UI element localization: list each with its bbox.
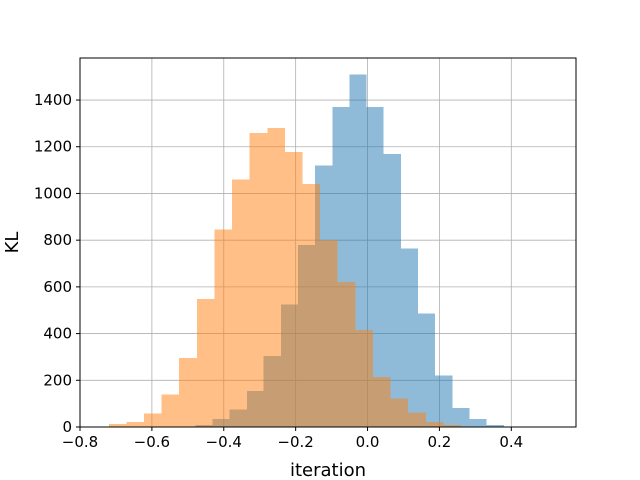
histogram-bar-series-2 — [372, 376, 391, 427]
histogram-bar-series-2 — [179, 358, 197, 427]
histogram-bar-series-2 — [249, 133, 268, 427]
histogram-bar-series-2 — [267, 128, 285, 427]
y-tick-label: 0 — [62, 418, 72, 436]
y-tick-label: 1000 — [34, 184, 72, 202]
histogram-bar-series-2 — [302, 184, 321, 427]
plot-frame — [79, 57, 577, 428]
x-axis-label: iteration — [290, 460, 366, 480]
histogram-bar-series-2 — [196, 299, 215, 427]
histogram-bar-series-2 — [143, 413, 162, 427]
histogram-bar-series-1 — [435, 375, 453, 427]
histogram-bar-series-2 — [408, 412, 426, 427]
x-tick-label: −0.6 — [134, 433, 170, 451]
histogram-bar-series-2 — [108, 424, 127, 427]
y-tick-label: 200 — [43, 371, 72, 389]
histogram-bar-series-1 — [383, 153, 401, 427]
histogram-bar-series-1 — [400, 248, 418, 427]
histogram-bar-series-2 — [214, 229, 233, 427]
histogram-bar-series-2 — [390, 398, 409, 427]
histogram-bar-series-2 — [425, 421, 444, 427]
x-tick-label: 0.4 — [499, 433, 523, 451]
histogram-bar-series-1 — [469, 418, 487, 427]
histogram-bar-series-1 — [452, 407, 470, 427]
histogram-bar-series-1 — [486, 425, 504, 427]
x-tick-label: −0.8 — [62, 433, 98, 451]
histogram-bar-series-2 — [443, 425, 461, 427]
ticks: −0.8 −0.6 −0.4 −0.2 0.0 0.2 0.4 0 200 400 600 800 10… — [34, 91, 523, 451]
histogram-bar-series-1 — [417, 313, 436, 427]
histogram-bar-series-2 — [232, 179, 250, 427]
y-tick-label: 600 — [43, 278, 72, 296]
histogram-bar-series-2 — [355, 330, 373, 427]
y-axis-label: KL — [2, 232, 23, 254]
histogram-bar-series-2 — [284, 151, 303, 427]
y-tick-label: 1400 — [34, 91, 72, 109]
x-tick-label: −0.4 — [206, 433, 242, 451]
histogram-bar-series-2 — [126, 421, 144, 427]
y-tick-label: 800 — [43, 231, 72, 249]
y-tick-label: 400 — [43, 325, 72, 343]
histogram-bar-series-2 — [161, 394, 180, 427]
histogram-bar-series-2 — [320, 240, 338, 427]
x-tick-label: 0.2 — [427, 433, 451, 451]
histogram-bar-series-2 — [337, 282, 356, 427]
bars — [108, 74, 556, 428]
y-tick-label: 1200 — [34, 138, 72, 156]
x-tick-label: −0.2 — [277, 433, 313, 451]
x-tick-label: 0.0 — [356, 433, 380, 451]
